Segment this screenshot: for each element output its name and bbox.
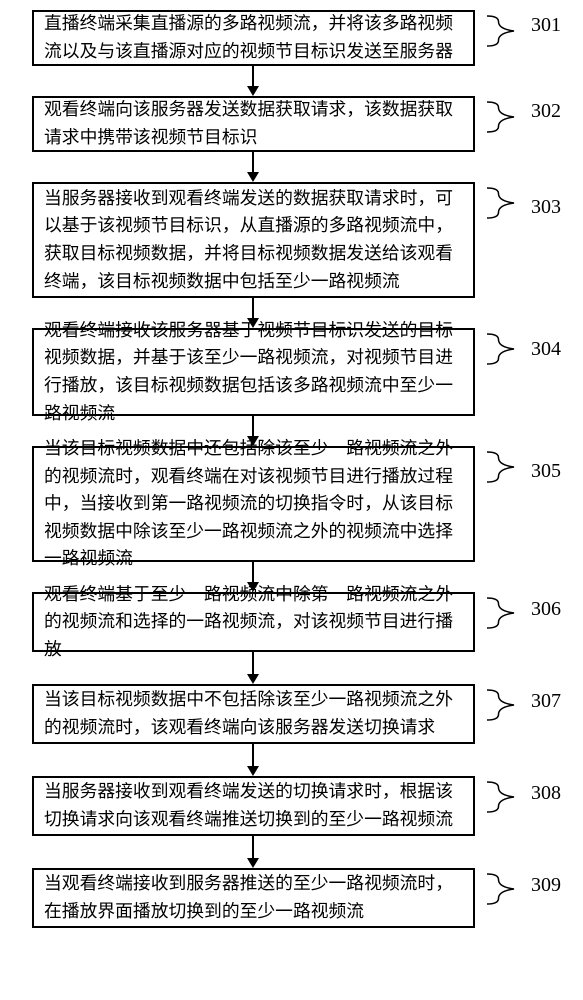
flow-step-305: 当该目标视频数据中还包括除该至少一路视频流之外的视频流时，观看终端在对该视频节目… — [32, 446, 475, 562]
step-label-307: 307 — [531, 690, 561, 713]
step-text: 观看终端接收该服务器基于视频节目标识发送的目标视频数据，并基于该至少一路视频流，… — [44, 317, 463, 427]
step-text: 直播终端采集直播源的多路视频流，并将该多路视频流以及与该直播源对应的视频节目标识… — [44, 10, 463, 65]
step-text: 当服务器接收到观看终端发送的数据获取请求时，可以基于该视频节目标识，从直播源的多… — [44, 185, 463, 295]
arrow-down-icon — [243, 836, 263, 868]
flow-step-306: 观看终端基于至少一路视频流中除第一路视频流之外的视频流和选择的一路视频流，对该视… — [32, 592, 475, 652]
step-label-304: 304 — [531, 338, 561, 361]
step-label-309: 309 — [531, 874, 561, 897]
brace-icon — [485, 100, 518, 134]
step-label-306: 306 — [531, 598, 561, 621]
step-text: 观看终端向该服务器发送数据获取请求，该数据获取请求中携带该视频节目标识 — [44, 96, 463, 151]
brace-icon — [485, 14, 518, 48]
arrow-down-icon — [243, 152, 263, 182]
step-text: 当该目标视频数据中不包括除该至少一路视频流之外的视频流时，该观看终端向该服务器发… — [44, 686, 463, 741]
brace-icon — [485, 450, 518, 484]
flow-step-307: 当该目标视频数据中不包括除该至少一路视频流之外的视频流时，该观看终端向该服务器发… — [32, 684, 475, 744]
flow-step-301: 直播终端采集直播源的多路视频流，并将该多路视频流以及与该直播源对应的视频节目标识… — [32, 10, 475, 66]
flow-step-303: 当服务器接收到观看终端发送的数据获取请求时，可以基于该视频节目标识，从直播源的多… — [32, 182, 475, 298]
step-text: 当该目标视频数据中还包括除该至少一路视频流之外的视频流时，观看终端在对该视频节目… — [44, 435, 463, 573]
step-text: 当服务器接收到观看终端发送的切换请求时，根据该切换请求向该观看终端推送切换到的至… — [44, 778, 463, 833]
brace-icon — [485, 872, 518, 906]
brace-icon — [485, 780, 518, 814]
flow-step-308: 当服务器接收到观看终端发送的切换请求时，根据该切换请求向该观看终端推送切换到的至… — [32, 776, 475, 836]
brace-icon — [485, 688, 518, 722]
brace-icon — [485, 596, 518, 630]
flow-step-304: 观看终端接收该服务器基于视频节目标识发送的目标视频数据，并基于该至少一路视频流，… — [32, 328, 475, 416]
step-label-301: 301 — [531, 14, 561, 37]
step-text: 当观看终端接收到服务器推送的至少一路视频流时，在播放界面播放切换到的至少一路视频… — [44, 870, 463, 925]
step-label-308: 308 — [531, 782, 561, 805]
flowchart-canvas: 直播终端采集直播源的多路视频流，并将该多路视频流以及与该直播源对应的视频节目标识… — [0, 0, 583, 1000]
brace-icon — [485, 332, 518, 366]
step-label-305: 305 — [531, 460, 561, 483]
arrow-down-icon — [243, 744, 263, 776]
flow-step-309: 当观看终端接收到服务器推送的至少一路视频流时，在播放界面播放切换到的至少一路视频… — [32, 868, 475, 928]
arrow-down-icon — [243, 66, 263, 96]
brace-icon — [485, 186, 518, 220]
step-label-302: 302 — [531, 100, 561, 123]
step-label-303: 303 — [531, 196, 561, 219]
step-text: 观看终端基于至少一路视频流中除第一路视频流之外的视频流和选择的一路视频流，对该视… — [44, 581, 463, 664]
flow-step-302: 观看终端向该服务器发送数据获取请求，该数据获取请求中携带该视频节目标识 — [32, 96, 475, 152]
